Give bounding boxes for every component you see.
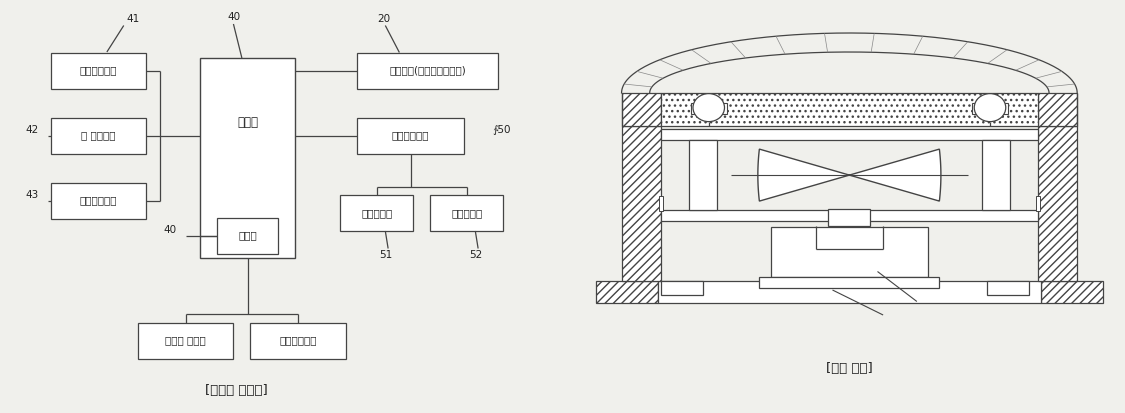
- Text: 알람발생수단: 알람발생수단: [392, 131, 430, 140]
- Text: 불꽃감지센서: 불꽃감지센서: [80, 195, 117, 206]
- Text: ∱50: ∱50: [493, 125, 511, 135]
- Bar: [1038, 93, 1078, 126]
- Bar: [51, 118, 146, 154]
- Bar: [1036, 195, 1041, 211]
- Text: 40: 40: [227, 12, 241, 22]
- Bar: [358, 52, 497, 88]
- Bar: [662, 129, 1038, 140]
- Text: 건물주 휴대폰: 건물주 휴대폰: [165, 335, 206, 346]
- Text: 소방방제센터: 소방방제센터: [279, 335, 317, 346]
- Bar: [662, 210, 1038, 221]
- Bar: [340, 195, 414, 231]
- Circle shape: [693, 94, 724, 121]
- Text: 경보발생부: 경보발생부: [451, 208, 483, 218]
- Bar: [621, 93, 661, 126]
- Bar: [662, 280, 703, 294]
- Bar: [357, 118, 464, 154]
- Text: 발광수단(리이저다이오드): 발광수단(리이저다이오드): [389, 66, 466, 76]
- Text: 안내방송부: 안내방송부: [361, 208, 393, 218]
- Bar: [51, 183, 146, 218]
- Bar: [662, 93, 1038, 126]
- Bar: [972, 102, 1008, 114]
- Bar: [659, 195, 664, 211]
- Bar: [250, 323, 346, 358]
- Bar: [430, 195, 504, 231]
- Bar: [621, 126, 661, 280]
- Text: 43: 43: [26, 190, 38, 200]
- Text: 제어부: 제어부: [237, 116, 258, 130]
- Text: [렌즈 유닛]: [렌즈 유닛]: [826, 361, 873, 375]
- Bar: [771, 226, 928, 276]
- Bar: [1038, 126, 1078, 280]
- Text: 51: 51: [380, 251, 393, 261]
- Bar: [828, 209, 871, 226]
- Bar: [1041, 280, 1102, 303]
- Text: [시스템 개략도]: [시스템 개략도]: [205, 384, 268, 397]
- Bar: [688, 140, 718, 210]
- Circle shape: [974, 94, 1006, 121]
- Bar: [691, 102, 727, 114]
- Bar: [217, 218, 279, 254]
- Text: 송신부: 송신부: [238, 230, 256, 240]
- Bar: [51, 52, 146, 88]
- Bar: [658, 280, 1041, 303]
- Bar: [138, 323, 234, 358]
- Bar: [596, 280, 658, 303]
- Bar: [759, 276, 939, 287]
- Polygon shape: [758, 149, 940, 201]
- Bar: [200, 58, 295, 258]
- Bar: [988, 280, 1029, 294]
- Text: 20: 20: [377, 14, 390, 24]
- Text: 52: 52: [470, 251, 483, 261]
- Text: 42: 42: [26, 125, 38, 135]
- Text: 열 감지센서: 열 감지센서: [81, 131, 116, 140]
- Text: 41: 41: [126, 14, 140, 24]
- Bar: [981, 140, 1010, 210]
- Text: 40: 40: [163, 225, 177, 235]
- Text: 연기감지센서: 연기감지센서: [80, 66, 117, 76]
